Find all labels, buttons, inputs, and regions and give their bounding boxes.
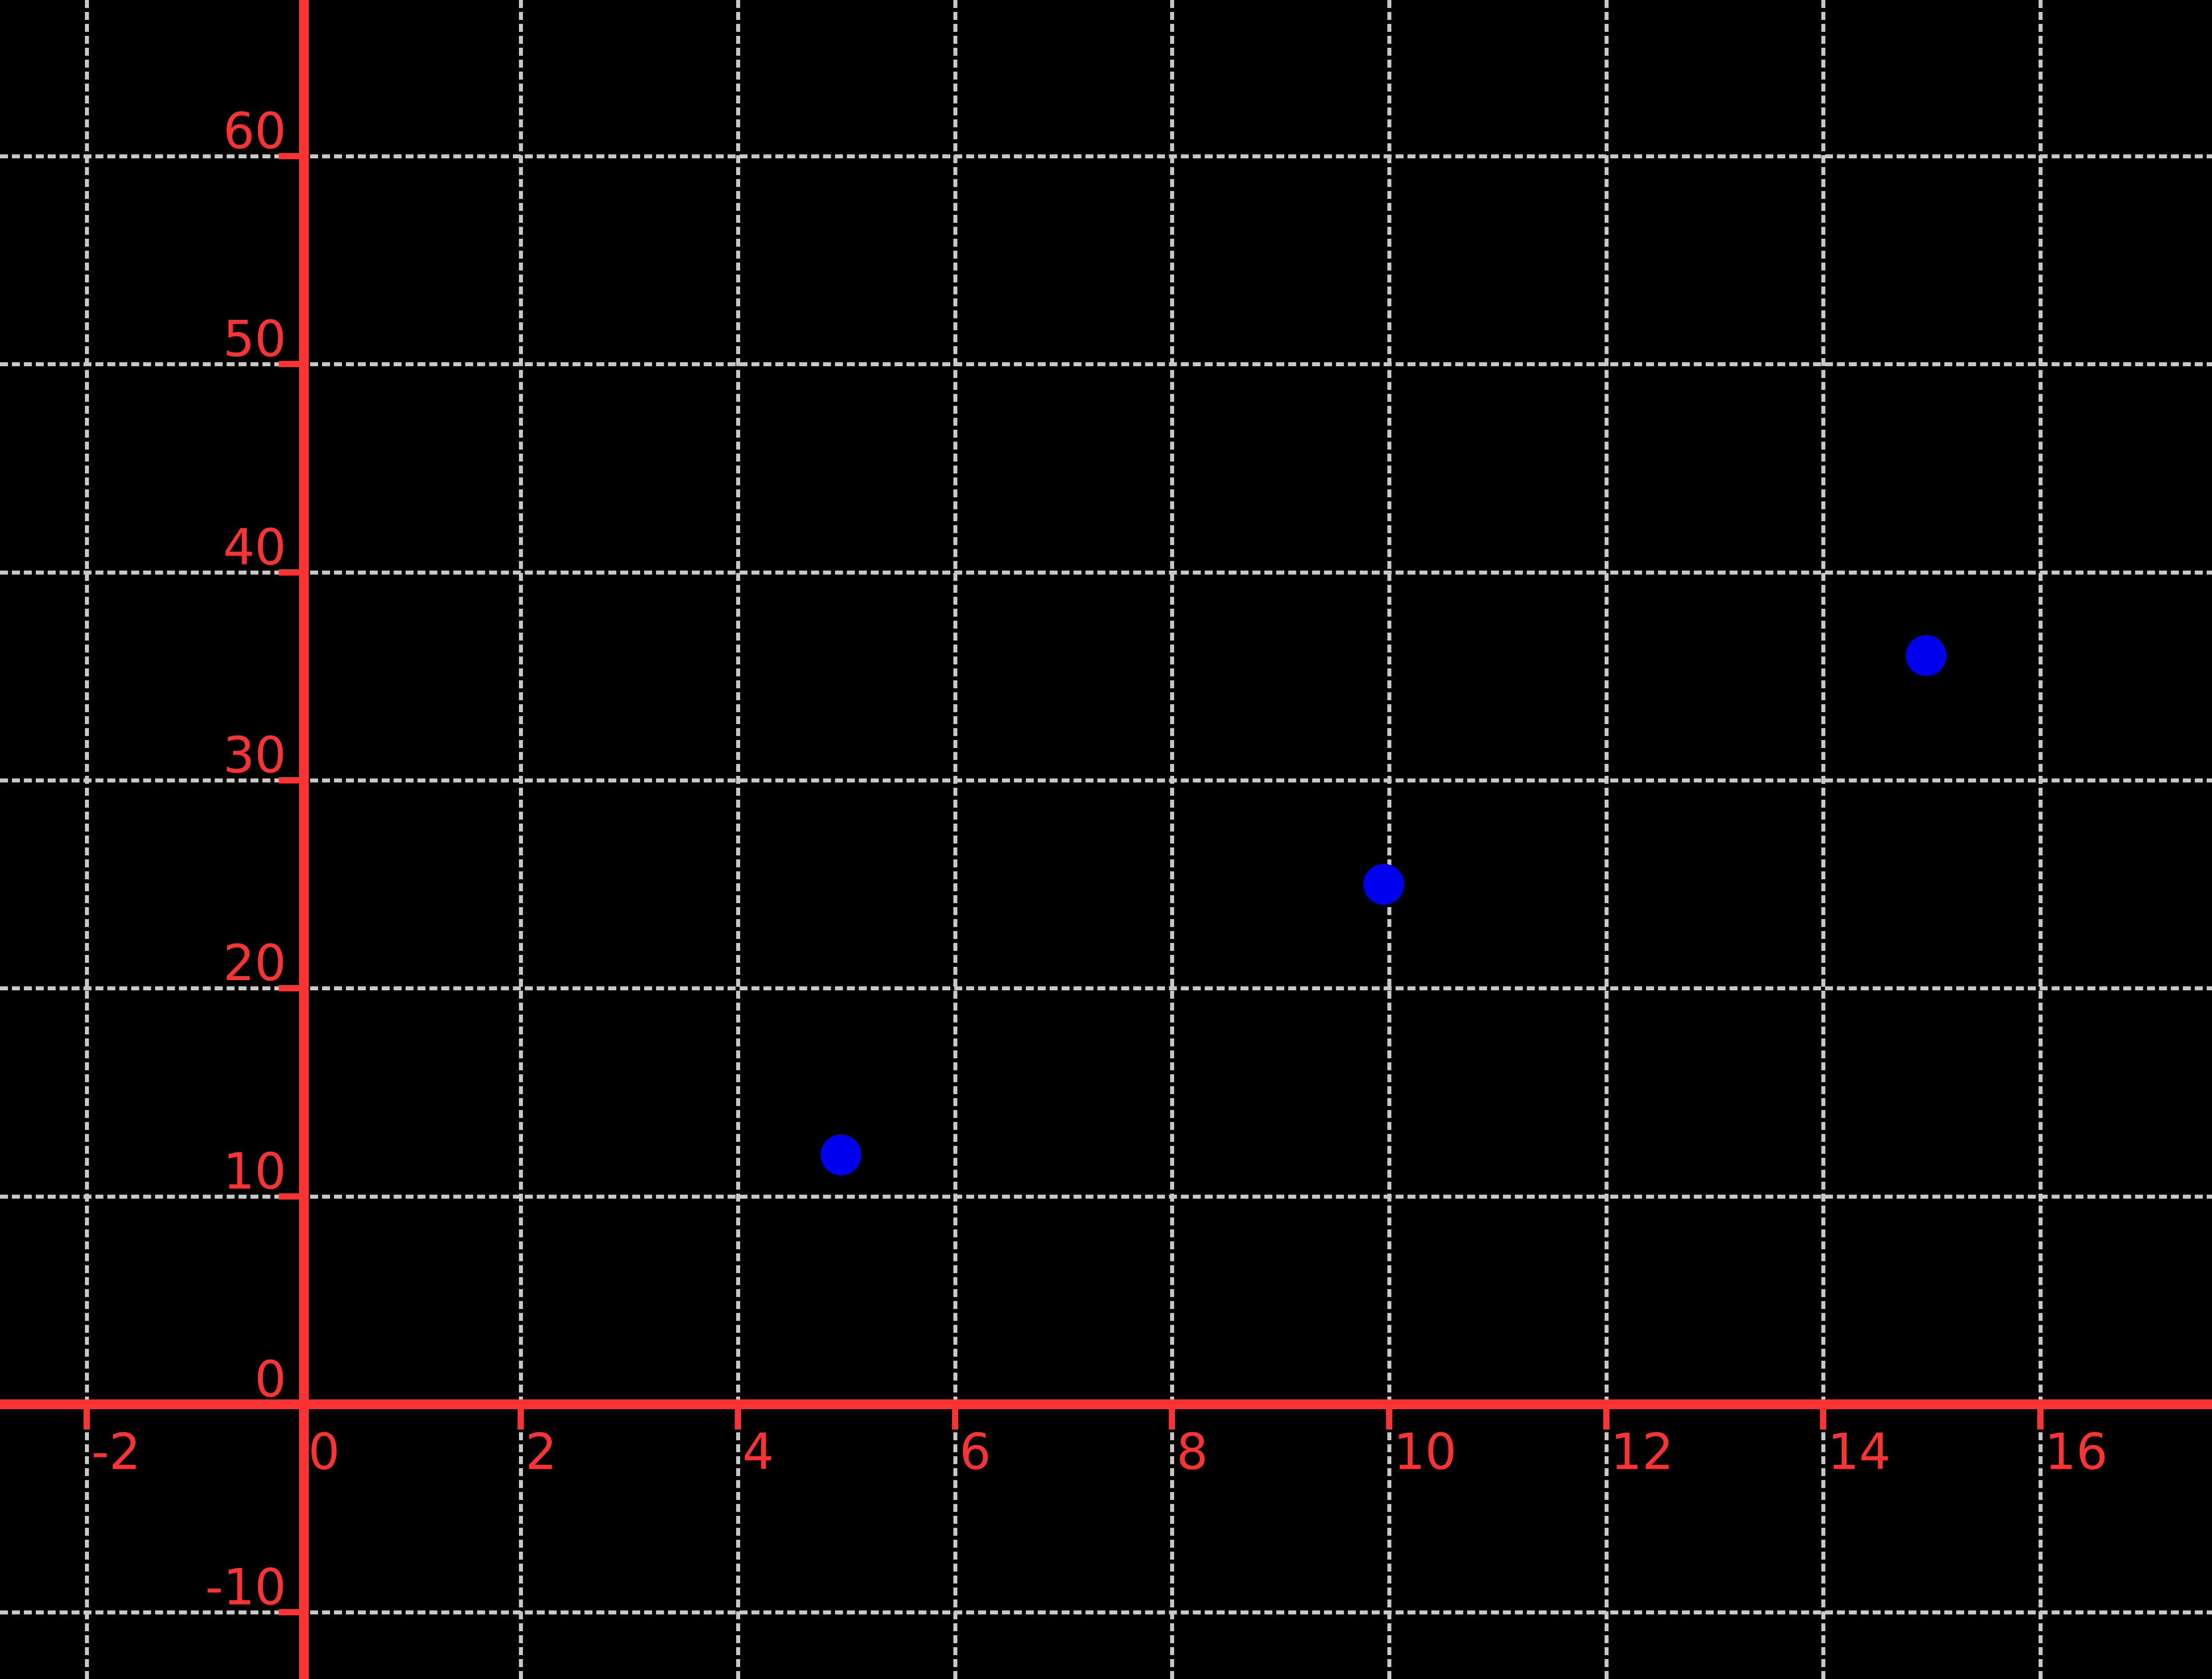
gridline-vertical: [1387, 0, 1391, 1679]
y-axis-tick: [278, 1609, 299, 1616]
y-axis-tick-label: 20: [223, 935, 286, 993]
y-axis-line: [299, 0, 309, 1679]
x-axis-tick: [1386, 1409, 1392, 1430]
x-axis-tick-label: -2: [91, 1423, 141, 1481]
y-axis-tick: [278, 361, 299, 368]
gridline-vertical: [85, 0, 89, 1679]
x-axis-tick: [1820, 1409, 1827, 1430]
gridline-vertical: [1170, 0, 1175, 1679]
y-axis-tick-label: 10: [223, 1142, 286, 1200]
gridline-horizontal: [0, 1610, 2212, 1615]
y-axis-tick: [278, 1193, 299, 1200]
y-axis-tick-label: 0: [254, 1351, 286, 1409]
gridline-horizontal: [0, 362, 2212, 367]
y-axis-tick: [278, 569, 299, 575]
y-axis-tick: [278, 985, 299, 992]
x-axis-tick-label: 0: [308, 1423, 340, 1481]
gridline-vertical: [1604, 0, 1609, 1679]
y-axis-tick: [278, 777, 299, 783]
gridline-vertical: [519, 0, 523, 1679]
x-axis-tick-label: 8: [1176, 1423, 1208, 1481]
gridline-horizontal: [0, 778, 2212, 782]
y-axis-tick: [278, 153, 299, 159]
x-axis-tick-label: 2: [525, 1423, 557, 1481]
x-axis-tick-label: 12: [1610, 1423, 1674, 1481]
x-axis-tick: [952, 1409, 958, 1430]
gridline-horizontal: [0, 570, 2212, 575]
data-point[interactable]: [1906, 635, 1947, 676]
x-axis-tick-label: 10: [1393, 1423, 1457, 1481]
x-axis-tick-label: 4: [742, 1423, 774, 1481]
gridline-vertical: [736, 0, 741, 1679]
gridline-vertical: [953, 0, 957, 1679]
x-axis-tick-label: 16: [2044, 1423, 2108, 1481]
x-axis-tick: [518, 1409, 524, 1430]
x-axis-tick: [1603, 1409, 1609, 1430]
x-axis-tick: [300, 1409, 307, 1430]
x-axis-tick: [2037, 1409, 2043, 1430]
x-axis-tick-label: 14: [1828, 1423, 1891, 1481]
x-axis-tick: [735, 1409, 741, 1430]
gridline-vertical: [2038, 0, 2043, 1679]
x-axis-tick: [1169, 1409, 1175, 1430]
x-axis-tick: [84, 1409, 90, 1430]
data-point[interactable]: [1363, 864, 1404, 905]
gridline-horizontal: [0, 1194, 2212, 1199]
data-point[interactable]: [821, 1134, 862, 1175]
x-axis-tick-label: 6: [959, 1423, 991, 1481]
gridline-horizontal: [0, 986, 2212, 991]
gridline-vertical: [1821, 0, 1826, 1679]
y-axis-tick-label: -10: [205, 1559, 286, 1617]
gridline-horizontal: [0, 154, 2212, 158]
y-axis-tick-label: 60: [223, 102, 286, 160]
y-axis-tick-label: 50: [223, 310, 286, 368]
y-axis-tick-label: 40: [223, 518, 286, 576]
x-axis-line: [0, 1399, 2212, 1410]
y-axis-tick-label: 30: [223, 726, 286, 784]
